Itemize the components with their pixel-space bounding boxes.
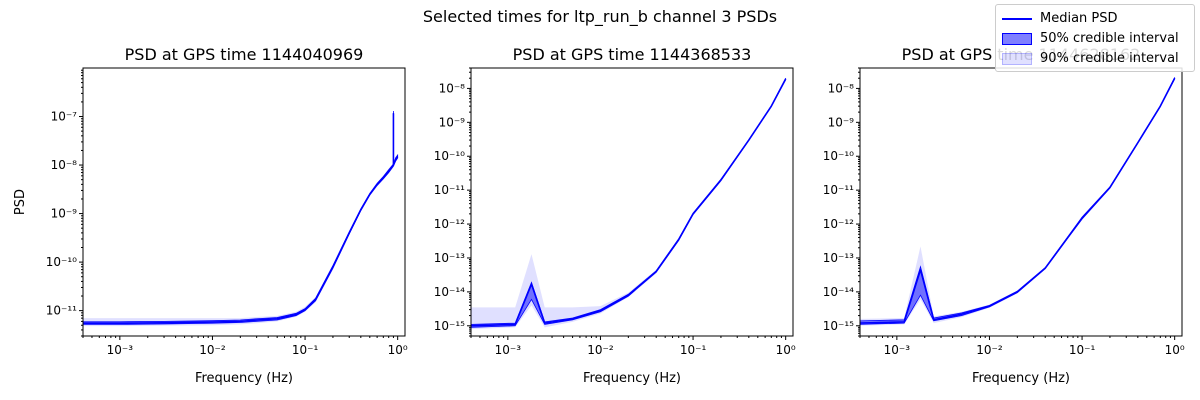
legend-label-90: 90% credible interval [1040, 51, 1179, 66]
ytick-label-1-1: 10⁻¹⁰ [46, 255, 77, 269]
figure-suptitle: Selected times for ltp_run_b channel 3 P… [423, 7, 777, 27]
legend-item-90: 90% credible interval [1002, 50, 1192, 68]
xaxis-label-3: Frequency (Hz) [972, 371, 1070, 386]
ytick-label-2-3: 10⁻¹² [434, 217, 465, 231]
ytick-label-1-2: 10⁻⁹ [51, 207, 78, 221]
xtick-label-1-0: 10⁻³ [107, 343, 134, 357]
ytick-label-2-5: 10⁻¹⁰ [434, 149, 465, 163]
xtick-label-1-1: 10⁻² [199, 343, 226, 357]
legend-label-median: Median PSD [1040, 11, 1118, 26]
axes-frame-2 [470, 67, 794, 337]
band90-panel-2 [471, 77, 786, 330]
legend-swatch-90 [1002, 53, 1032, 65]
legend-swatch-median [1002, 18, 1032, 20]
axes-frame-3 [859, 67, 1183, 337]
ytick-label-3-5: 10⁻¹⁰ [823, 149, 854, 163]
ytick-label-1-4: 10⁻⁷ [51, 110, 78, 124]
band90-panel-1 [83, 82, 398, 327]
xtick-label-3-3: 10⁰ [1165, 343, 1185, 357]
xtick-label-2-2: 10⁻¹ [680, 343, 707, 357]
legend-swatch-50 [1002, 33, 1032, 45]
band50-panel-3 [860, 77, 1176, 325]
panel-data-3 [860, 76, 1176, 326]
ytick-label-1-0: 10⁻¹¹ [46, 304, 77, 318]
panel-title-2: PSD at GPS time 1144368533 [513, 45, 752, 64]
legend-label-50: 50% credible interval [1040, 31, 1179, 46]
ytick-label-2-1: 10⁻¹⁴ [434, 285, 465, 299]
xtick-label-2-3: 10⁰ [776, 343, 796, 357]
ytick-label-3-2: 10⁻¹³ [823, 251, 854, 265]
panel-data-2 [471, 77, 787, 330]
axes-frame-1 [82, 67, 406, 337]
band50-panel-1 [83, 111, 399, 325]
ytick-label-3-1: 10⁻¹⁴ [823, 285, 854, 299]
median-line-panel-1 [83, 112, 399, 325]
band90-panel-3 [860, 76, 1175, 326]
ytick-label-3-3: 10⁻¹² [823, 217, 854, 231]
ytick-label-2-7: 10⁻⁸ [439, 81, 466, 95]
xtick-label-1-3: 10⁰ [388, 343, 408, 357]
median-line-panel-2 [471, 78, 787, 327]
ytick-label-3-0: 10⁻¹⁵ [823, 319, 854, 333]
xaxis-label-1: Frequency (Hz) [195, 371, 293, 386]
xtick-label-1-2: 10⁻¹ [292, 343, 319, 357]
ytick-label-3-7: 10⁻⁸ [828, 81, 855, 95]
xtick-label-3-1: 10⁻² [976, 343, 1003, 357]
median-line-panel-3 [860, 77, 1176, 324]
legend-item-50: 50% credible interval [1002, 30, 1192, 48]
ytick-label-2-6: 10⁻⁹ [439, 115, 466, 129]
panel-title-1: PSD at GPS time 1144040969 [125, 45, 364, 64]
xtick-label-3-0: 10⁻³ [884, 343, 911, 357]
legend: Median PSD 50% credible interval 90% cre… [995, 4, 1195, 72]
ytick-label-3-4: 10⁻¹¹ [823, 183, 854, 197]
ytick-label-2-4: 10⁻¹¹ [434, 183, 465, 197]
panel-3: 10⁻³ 10⁻² 10⁻¹ 10⁰ 10⁻¹⁵ 10⁻¹⁴ 10⁻¹³ 10⁻¹² 10⁻¹¹… [823, 45, 1185, 386]
ytick-label-1-3: 10⁻⁸ [51, 158, 78, 172]
band50-panel-2 [471, 78, 787, 328]
xtick-label-2-0: 10⁻³ [495, 343, 522, 357]
panel-1: 10⁻³ 10⁻² 10⁻¹ 10⁰ 10⁻¹¹ 10⁻¹⁰ 10⁻⁹ 10⁻⁸ 10⁻⁷ PSD… [13, 45, 408, 386]
panels-group: 10⁻³ 10⁻² 10⁻¹ 10⁰ 10⁻¹¹ 10⁻¹⁰ 10⁻⁹ 10⁻⁸ 10⁻⁷ PSD… [13, 45, 1185, 386]
panel-data-1 [83, 82, 399, 327]
xtick-label-3-2: 10⁻¹ [1069, 343, 1096, 357]
xtick-label-2-1: 10⁻² [587, 343, 614, 357]
legend-item-median: Median PSD [1002, 10, 1192, 28]
xaxis-label-2: Frequency (Hz) [583, 371, 681, 386]
ytick-label-2-2: 10⁻¹³ [434, 251, 465, 265]
ytick-label-2-0: 10⁻¹⁵ [434, 319, 465, 333]
panel-2: 10⁻³ 10⁻² 10⁻¹ 10⁰ 10⁻¹⁵ 10⁻¹⁴ 10⁻¹³ 10⁻¹² 10⁻¹¹… [434, 45, 796, 386]
yaxis-label-1: PSD [13, 189, 28, 215]
ytick-label-3-6: 10⁻⁹ [828, 115, 855, 129]
